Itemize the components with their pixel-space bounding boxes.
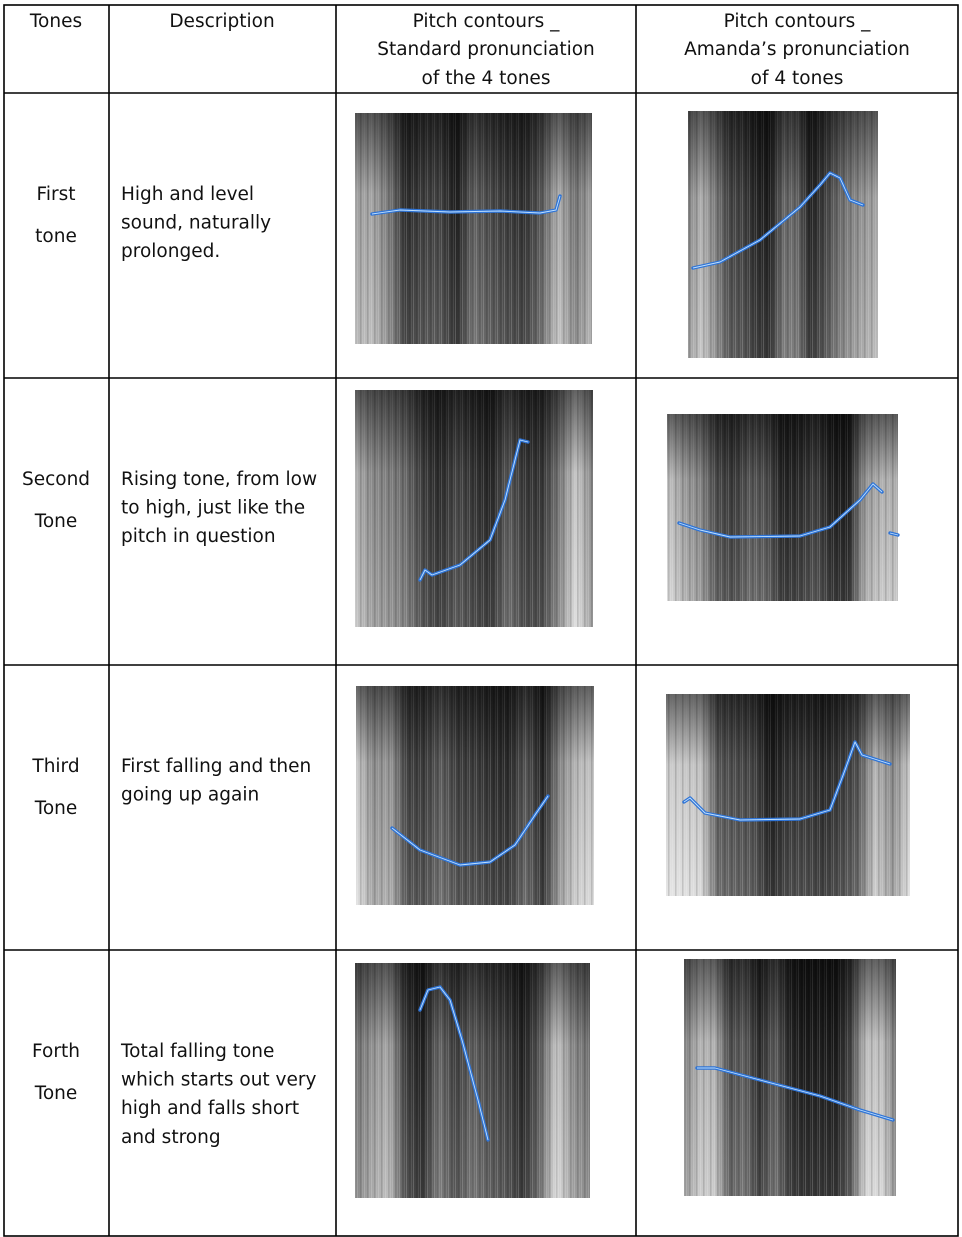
header-cell-text: Description (169, 11, 274, 32)
pitch-contour-images (355, 111, 910, 1198)
header-cell-text: Tones (29, 11, 82, 32)
spectrogram-shade (355, 113, 592, 344)
header-cell-text: of 4 tones (751, 68, 844, 89)
spectrogram-shade (667, 414, 898, 601)
tone-description: prolonged. (121, 241, 220, 262)
tone-table: Tones Description Pitch contours _ Standard… (0, 0, 962, 1237)
tone-description: to high, just like the (121, 498, 305, 519)
tone-description: going up again (121, 785, 259, 806)
tone-description: pitch in question (121, 526, 276, 547)
header-cell-text: Pitch contours _ (724, 11, 872, 32)
tone-description: which starts out very (121, 1070, 316, 1091)
header-cell-text: Standard pronunciation (377, 39, 595, 60)
tone-name: Forth (32, 1041, 80, 1062)
spectrogram-shade (355, 390, 593, 627)
header-cell-text: Pitch contours _ (413, 11, 561, 32)
spectrogram-shade (684, 959, 896, 1196)
tone-name: Third (31, 756, 79, 777)
tone-description: Total falling tone (120, 1041, 274, 1062)
header-cell-text: of the 4 tones (422, 68, 551, 89)
tone-name: Second (22, 469, 90, 490)
tone-name: Tone (34, 511, 78, 532)
tone-name: Tone (34, 798, 78, 819)
spectrogram-shade (666, 694, 910, 896)
page: {"header":[{"lines":["Tones"]},{"lines":… (0, 0, 962, 1237)
spectrogram-shade (356, 686, 594, 905)
tone-name: Tone (34, 1083, 78, 1104)
tone-name: tone (35, 226, 77, 247)
tone-description: and strong (121, 1127, 221, 1148)
tone-name: First (37, 184, 76, 205)
tone-description: First falling and then (121, 756, 311, 777)
tone-description: Rising tone, from low (121, 469, 317, 490)
tone-description: high and falls short (121, 1098, 299, 1119)
header-cell-text: Amanda’s pronunciation (684, 39, 910, 60)
tone-description: High and level (121, 184, 254, 205)
spectrogram-shade (688, 111, 878, 358)
tone-description: sound, naturally (121, 213, 271, 234)
